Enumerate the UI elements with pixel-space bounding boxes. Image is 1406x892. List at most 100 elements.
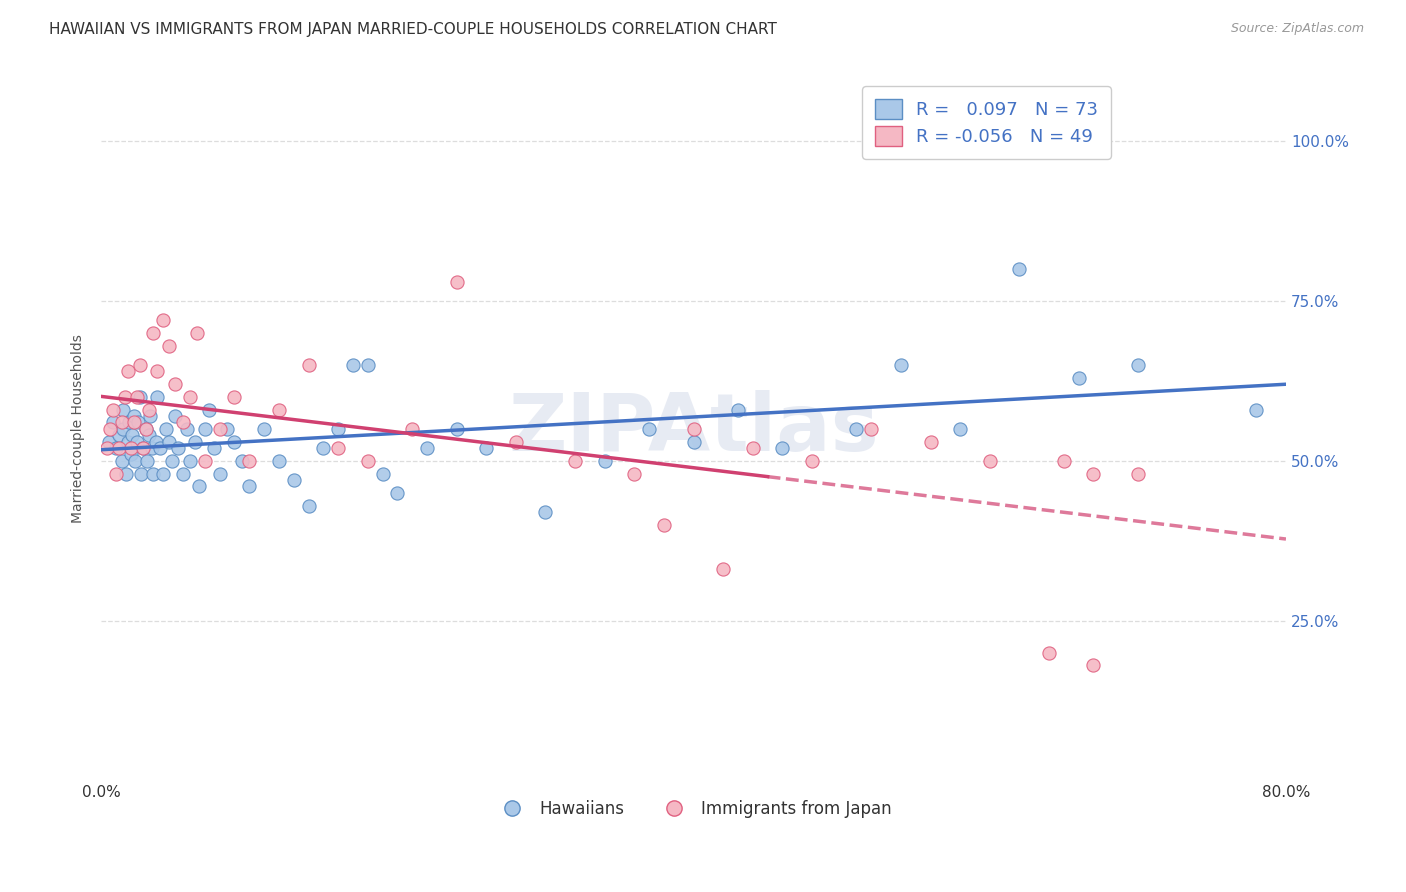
Point [188,479,211,493]
Point [1083,467,1105,481]
Point [108,428,131,442]
Point [194,422,217,436]
Point [979,454,1001,468]
Point [198,402,221,417]
Point [146,364,169,378]
Point [152,313,174,327]
Point [138,428,160,442]
Point [328,441,350,455]
Point [120,441,142,455]
Point [623,467,645,481]
Point [224,434,246,449]
Point [194,454,217,468]
Point [328,422,350,436]
Point [172,467,194,481]
Point [167,441,190,455]
Point [845,422,868,436]
Point [638,422,661,436]
Point [682,422,704,436]
Point [179,390,201,404]
Point [96,441,118,455]
Point [172,416,194,430]
Y-axis label: Married-couple Households: Married-couple Households [72,334,86,524]
Point [202,441,225,455]
Point [98,422,121,436]
Point [772,441,794,455]
Point [145,434,167,449]
Point [564,454,586,468]
Point [267,402,290,417]
Point [127,416,149,430]
Point [142,467,165,481]
Point [682,434,704,449]
Point [446,422,468,436]
Point [179,454,201,468]
Point [208,422,231,436]
Point [208,467,231,481]
Point [138,402,160,417]
Point [112,402,135,417]
Point [165,409,187,423]
Point [128,358,150,372]
Point [117,434,139,449]
Point [105,467,128,481]
Point [920,434,942,449]
Point [1083,658,1105,673]
Point [186,326,208,340]
Point [1126,467,1149,481]
Point [111,454,134,468]
Legend: Hawaiians, Immigrants from Japan: Hawaiians, Immigrants from Japan [489,793,898,825]
Point [135,422,157,436]
Point [446,275,468,289]
Point [1126,358,1149,372]
Point [231,454,253,468]
Point [128,390,150,404]
Point [124,454,146,468]
Point [741,441,763,455]
Point [101,402,124,417]
Point [357,454,380,468]
Text: ZIPAtlas: ZIPAtlas [508,390,879,468]
Point [1053,454,1076,468]
Point [131,441,153,455]
Point [238,479,260,493]
Point [131,441,153,455]
Point [1067,370,1090,384]
Point [141,441,163,455]
Point [111,416,134,430]
Point [297,499,319,513]
Point [297,358,319,372]
Point [112,422,135,436]
Point [652,517,675,532]
Point [1038,646,1060,660]
Point [801,454,824,468]
Point [125,390,148,404]
Point [157,434,180,449]
Point [142,326,165,340]
Point [97,434,120,449]
Point [118,416,141,430]
Point [120,447,142,461]
Point [135,422,157,436]
Point [122,409,145,423]
Point [727,402,749,417]
Point [593,454,616,468]
Point [1008,262,1031,277]
Point [371,467,394,481]
Point [224,390,246,404]
Point [1246,402,1268,417]
Point [253,422,276,436]
Point [157,339,180,353]
Point [125,434,148,449]
Point [136,454,159,468]
Point [401,422,423,436]
Point [890,358,912,372]
Point [149,441,172,455]
Point [155,422,177,436]
Point [121,428,143,442]
Point [475,441,498,455]
Point [267,454,290,468]
Point [117,364,139,378]
Point [115,467,138,481]
Point [108,441,131,455]
